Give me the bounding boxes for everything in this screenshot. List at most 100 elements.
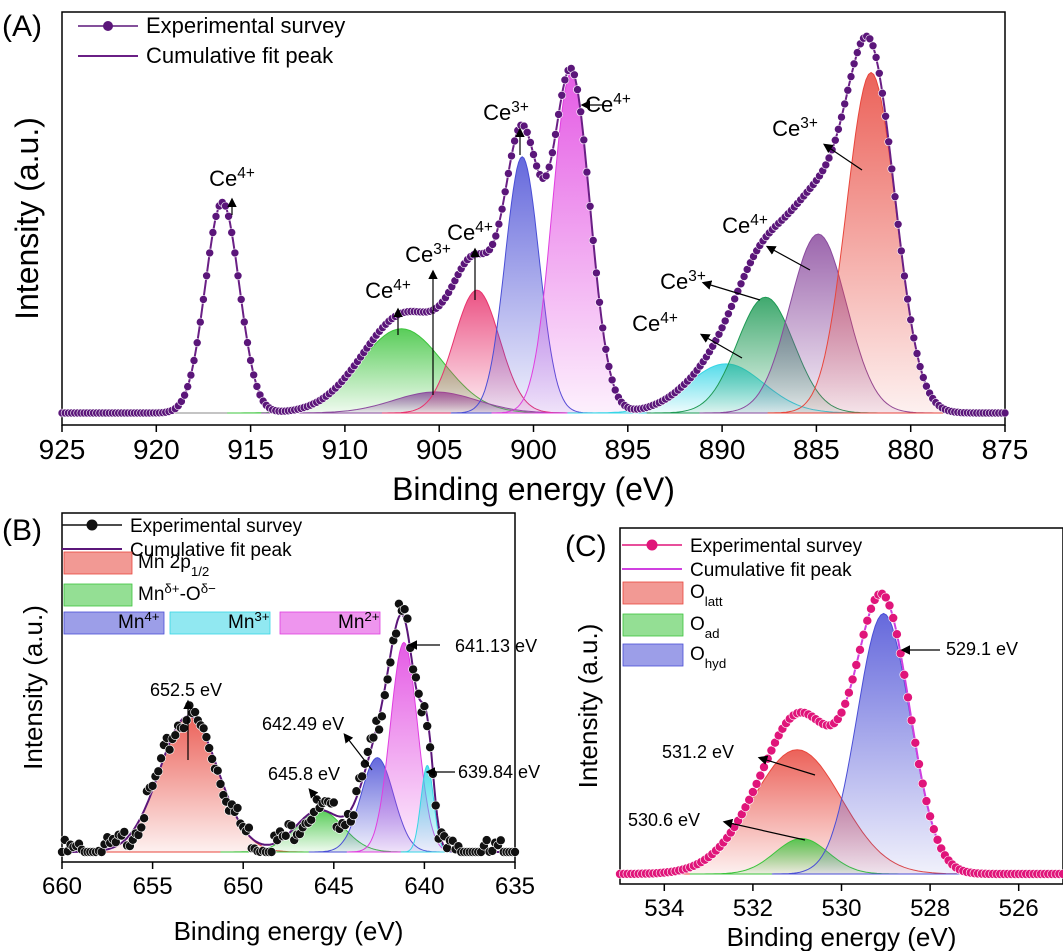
survey-point <box>576 107 586 117</box>
survey-point <box>181 715 192 726</box>
x-tick-label: 528 <box>910 895 950 922</box>
survey-point <box>481 835 492 845</box>
survey-point <box>488 240 497 249</box>
x-tick-label: 885 <box>793 434 840 465</box>
survey-point <box>153 766 164 777</box>
x-tick-label: 655 <box>133 873 173 900</box>
survey-point <box>244 822 254 833</box>
survey-point <box>595 297 604 307</box>
peak-annotation-part: 4+ <box>750 212 768 229</box>
survey-point <box>878 88 887 98</box>
survey-point <box>199 295 208 304</box>
survey-point <box>497 204 507 214</box>
survey-point <box>899 669 910 680</box>
survey-point <box>836 707 847 718</box>
survey-point <box>196 317 205 327</box>
x-tick-label: 915 <box>227 434 274 465</box>
annotation-arrow <box>722 818 806 841</box>
annotation-arrow <box>699 333 743 359</box>
survey-point <box>724 309 733 319</box>
survey-point <box>430 800 441 811</box>
survey-point <box>379 690 390 701</box>
legend-component-label-part: 1/2 <box>191 564 210 579</box>
peak-annotation: Ce4+ <box>585 91 631 118</box>
survey-point <box>227 228 236 237</box>
peak-annotation: 531.2 eV <box>662 742 734 762</box>
peak-annotation-part: Ce <box>722 213 750 238</box>
legend-survey-label: Experimental survey <box>130 516 303 537</box>
survey-point <box>399 604 410 615</box>
legend-component-label: Mn 2p1/2 <box>138 552 209 579</box>
legend-survey-marker <box>86 519 98 531</box>
survey-point <box>391 628 401 639</box>
peak-annotation: Ce3+ <box>772 115 818 142</box>
x-tick-label: 660 <box>42 873 82 900</box>
survey-point <box>408 664 418 675</box>
survey-point <box>917 778 928 789</box>
legend-survey-marker <box>646 539 658 551</box>
annotation-arrow <box>343 733 373 771</box>
survey-point <box>504 169 513 178</box>
peak-annotation-part: Ce <box>772 116 800 141</box>
legend-component-label: Mn4+ <box>118 609 160 634</box>
x-tick-label: 880 <box>887 434 934 465</box>
legend-component-label-part: O <box>690 644 705 665</box>
legend-component-label-part: hyd <box>705 656 726 671</box>
survey-point <box>419 701 430 712</box>
survey-point <box>739 272 749 281</box>
survey-point <box>224 212 233 221</box>
survey-point <box>880 592 891 603</box>
x-tick-label: 920 <box>133 434 180 465</box>
survey-point <box>560 75 570 85</box>
survey-point <box>411 672 421 683</box>
legend-component-label-part: O <box>690 582 705 603</box>
survey-point <box>884 600 895 611</box>
peak-annotation-part: 4+ <box>660 310 678 327</box>
peak-annotation: 641.13 eV <box>455 636 537 656</box>
survey-point <box>402 613 413 624</box>
survey-point <box>830 135 840 145</box>
survey-point <box>554 110 563 119</box>
y-axis-label: Intensity (a.u.) <box>573 624 603 789</box>
survey-point <box>170 730 181 741</box>
survey-point <box>759 762 769 772</box>
x-tick-label: 925 <box>39 434 86 465</box>
survey-point <box>847 674 858 685</box>
survey-point <box>900 271 909 281</box>
legend-swatch <box>279 611 381 635</box>
survey-point <box>119 827 130 837</box>
x-tick-label: 895 <box>604 434 651 465</box>
survey-point <box>212 765 223 776</box>
legend-component-label-part: latt <box>705 594 723 609</box>
legend-component-label: Mnδ+-Oδ− <box>138 581 216 606</box>
survey-point <box>139 813 149 824</box>
survey-point <box>840 99 850 109</box>
survey-point <box>903 692 913 703</box>
survey-point <box>233 271 243 281</box>
survey-point <box>849 59 859 69</box>
survey-point <box>507 151 516 161</box>
survey-point <box>510 136 519 146</box>
survey-point <box>192 338 202 348</box>
survey-point <box>232 803 243 813</box>
survey-point <box>896 246 906 256</box>
peak-annotation-part: 3+ <box>511 99 529 116</box>
annotation-arrow <box>757 755 816 776</box>
legend-swatch <box>63 551 133 575</box>
x-tick-label: 900 <box>510 434 557 465</box>
peak-annotation: Ce4+ <box>632 310 678 337</box>
survey-point <box>862 615 873 626</box>
survey-point <box>164 744 175 755</box>
survey-point <box>844 687 854 698</box>
panel-label: (A) <box>2 10 42 43</box>
peak-annotation: Ce3+ <box>405 241 451 268</box>
survey-point <box>881 112 890 121</box>
legend-swatch <box>622 581 684 605</box>
survey-point <box>198 723 209 734</box>
legend-component-label: Ohyd <box>690 644 726 671</box>
legend-fit-label: Cumulative fit peak <box>146 43 334 68</box>
survey-point <box>888 613 899 623</box>
survey-point <box>183 382 192 391</box>
panel-label: (B) <box>2 514 42 547</box>
peak-annotation: Ce4+ <box>209 165 255 192</box>
